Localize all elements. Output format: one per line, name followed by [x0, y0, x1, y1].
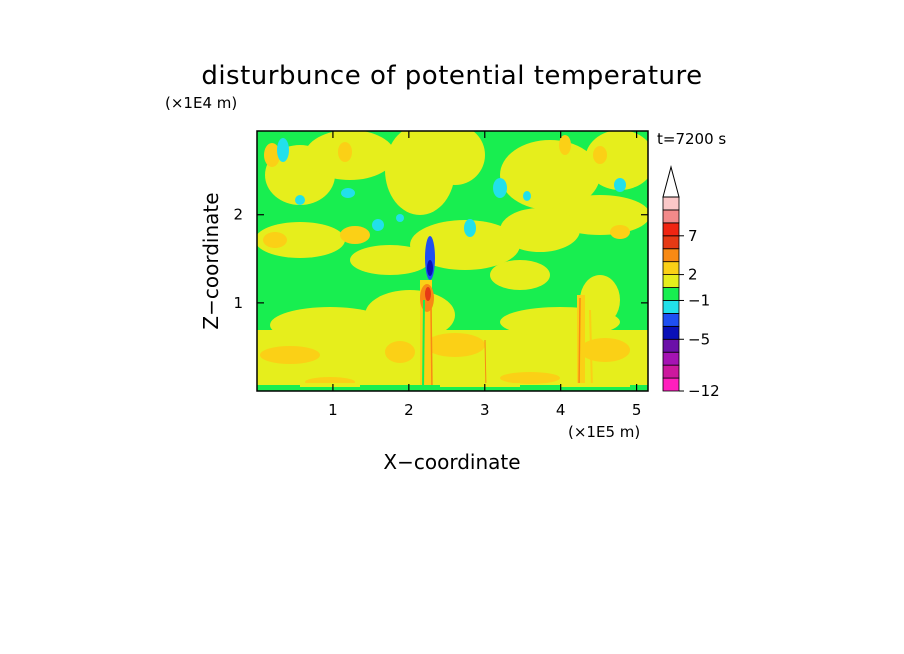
colorbar-tick-label: −1 [688, 291, 710, 309]
plume-streak [484, 339, 487, 391]
field-patch [263, 232, 287, 248]
time-label: t=7200 s [657, 130, 726, 148]
colorbar-segment [662, 377, 680, 392]
y-axis-title: Z−coordinate [199, 192, 223, 329]
field-band [560, 383, 630, 387]
colorbar-segment [662, 209, 680, 224]
field-patch [340, 226, 370, 244]
field-patch [338, 142, 352, 162]
surface-detail [257, 383, 648, 391]
y-unit-label: (×1E4 m) [165, 94, 237, 112]
field-patch [425, 131, 485, 185]
y-axis-ticks: 12 [233, 206, 648, 312]
colorbar-segment [662, 196, 680, 211]
colorbar-segment [662, 261, 680, 275]
x-axis-ticks: 1 2 3 4 5 [328, 131, 641, 419]
field-patch [500, 208, 580, 252]
field-patch [410, 220, 520, 270]
x-tick-label: 4 [556, 401, 566, 419]
plume-streak [589, 309, 593, 391]
disturbance-plume-right [484, 295, 593, 391]
field-patch [580, 338, 630, 362]
orange-patches [260, 135, 630, 387]
colorbar: 7 2 −1 −5 −12 [662, 165, 720, 400]
upper-yellow-patches [257, 131, 648, 290]
field-patch [270, 307, 390, 343]
plume-column [577, 295, 585, 391]
field-patch [350, 245, 430, 275]
colorbar-segment [662, 351, 680, 366]
field-patch [614, 178, 626, 192]
colorbar-tick-label: 7 [688, 227, 698, 245]
field-patch [396, 214, 404, 222]
colorbar-segment [662, 325, 680, 340]
field-patch [425, 333, 485, 357]
field-patch [493, 178, 507, 198]
x-tick-label: 1 [328, 401, 338, 419]
colorbar-segment [662, 287, 680, 301]
colorbar-tick-label: 2 [688, 266, 698, 284]
field-patch [523, 191, 531, 201]
colorbar-segment [662, 274, 680, 288]
field-patch [277, 138, 289, 162]
colorbar-segment [662, 364, 680, 379]
field-band [300, 383, 360, 387]
colorbar-segment [662, 235, 680, 250]
plot-frame [256, 130, 649, 392]
disturbance-plume-center [420, 236, 435, 391]
colorbar-extension-arrow [662, 165, 680, 198]
colorbar-segment [662, 222, 680, 237]
colorbar-segment [662, 300, 680, 314]
x-tick-label: 5 [632, 401, 642, 419]
y-tick-label: 2 [233, 206, 243, 224]
field-patch [559, 135, 571, 155]
field-patch [260, 346, 320, 364]
field-patch [610, 225, 630, 239]
field-patch [385, 341, 415, 363]
field-patch [490, 260, 550, 290]
plume-streak [430, 304, 433, 391]
x-unit-label: (×1E5 m) [568, 423, 640, 441]
x-axis-title: X−coordinate [383, 450, 520, 474]
field-patch [580, 275, 620, 325]
field-patch [372, 219, 384, 231]
field-patch [257, 222, 345, 258]
field-patch [500, 372, 560, 384]
field-patch [425, 287, 431, 301]
field-band [257, 385, 648, 391]
y-tick-label: 1 [233, 294, 243, 312]
field-band [440, 383, 520, 387]
chart-title: disturbunce of potential temperature [201, 61, 702, 91]
plume-streak [422, 299, 425, 391]
x-tick-label: 3 [480, 401, 490, 419]
plot-area [257, 131, 648, 391]
field-patch [341, 188, 355, 198]
field-patch [365, 290, 455, 340]
colorbar-tick-label: −5 [688, 330, 710, 348]
colorbar-segment [662, 338, 680, 353]
x-tick-label: 2 [404, 401, 414, 419]
field-patch [264, 143, 280, 167]
colorbar-tick-label: −12 [688, 382, 720, 400]
field-patch [295, 195, 305, 205]
cyan-patches [277, 138, 626, 237]
plume-streak [578, 297, 581, 391]
field-patch [464, 219, 476, 237]
field-patch [593, 146, 607, 164]
colorbar-segment [662, 248, 680, 263]
field-patch [427, 260, 433, 276]
field-patch [585, 131, 648, 190]
colorbar-segment [662, 312, 680, 327]
